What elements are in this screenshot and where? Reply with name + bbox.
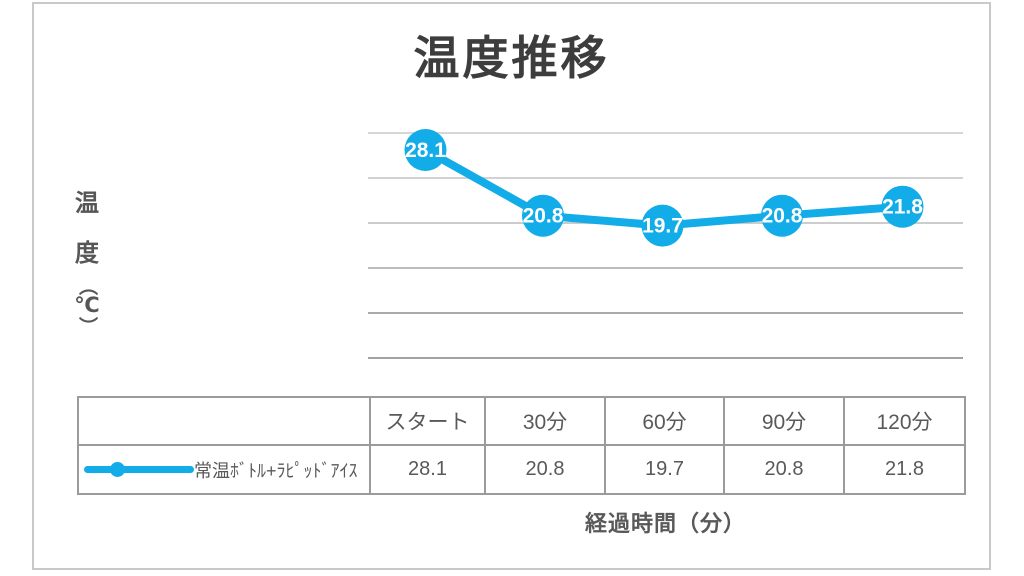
table-value-cell: 20.8 bbox=[484, 444, 606, 495]
data-point-label: 20.8 bbox=[523, 205, 564, 228]
data-point bbox=[522, 194, 564, 237]
data-point-label: 19.7 bbox=[642, 215, 683, 238]
y-axis-title-char: 温 bbox=[75, 190, 99, 217]
table-value-cell: 28.1 bbox=[369, 444, 486, 495]
table-value-cell: 21.8 bbox=[843, 444, 966, 495]
plot-area: 28.1 20.8 19.7 20.8 21.8 bbox=[368, 110, 963, 398]
table-value-cell: 19.7 bbox=[604, 444, 725, 495]
legend-line-marker-icon bbox=[84, 462, 194, 477]
data-table: スタート 30分 60分 90分 120分 常温ﾎﾞﾄﾙ+ﾗﾋﾟｯﾄﾞｱｲｽ 2… bbox=[77, 396, 966, 495]
table-header-cell: 30分 bbox=[484, 396, 606, 446]
table-header-cell: 60分 bbox=[604, 396, 725, 446]
gridline bbox=[368, 177, 963, 179]
legend-series-label: 常温ﾎﾞﾄﾙ+ﾗﾋﾟｯﾄﾞｱｲｽ bbox=[194, 460, 358, 481]
chart-title: 温度推移 bbox=[413, 32, 610, 84]
table-ghost-cell bbox=[77, 396, 371, 446]
y-axis-title-open-paren: （ bbox=[76, 276, 98, 296]
x-axis-title: 経過時間（分） bbox=[584, 511, 746, 536]
table-value-row: 常温ﾎﾞﾄﾙ+ﾗﾋﾟｯﾄﾞｱｲｽ 28.1 20.8 19.7 20.8 21.… bbox=[77, 444, 966, 495]
gridline bbox=[368, 267, 963, 269]
gridline bbox=[368, 132, 963, 134]
data-point bbox=[761, 194, 803, 237]
table-header-cell: 90分 bbox=[723, 396, 845, 446]
table-header-row: スタート 30分 60分 90分 120分 bbox=[77, 396, 966, 446]
table-header-cell: スタート bbox=[369, 396, 486, 446]
legend-cell: 常温ﾎﾞﾄﾙ+ﾗﾋﾟｯﾄﾞｱｲｽ bbox=[77, 444, 371, 495]
data-point-label: 28.1 bbox=[405, 139, 446, 162]
data-point bbox=[881, 185, 924, 228]
gridline bbox=[368, 312, 963, 314]
y-axis-title-close-paren: ） bbox=[76, 316, 98, 336]
gridline bbox=[368, 357, 963, 359]
y-axis-title-unit: ℃ bbox=[74, 294, 100, 317]
table-value-cell: 20.8 bbox=[723, 444, 845, 495]
legend-dot-marker-icon bbox=[110, 462, 125, 477]
table-header-cell: 120分 bbox=[843, 396, 966, 446]
data-point bbox=[404, 129, 447, 171]
legend-entry: 常温ﾎﾞﾄﾙ+ﾗﾋﾟｯﾄﾞｱｲｽ bbox=[84, 457, 369, 483]
data-point-label: 20.8 bbox=[762, 205, 803, 228]
data-point bbox=[641, 204, 684, 247]
y-axis-title: 温 度 （ ℃ ） bbox=[68, 190, 106, 336]
y-axis-title-char: 度 bbox=[75, 240, 99, 267]
line-series-svg: 28.1 20.8 19.7 20.8 21.8 bbox=[404, 129, 924, 247]
data-point-label: 21.8 bbox=[882, 196, 923, 219]
